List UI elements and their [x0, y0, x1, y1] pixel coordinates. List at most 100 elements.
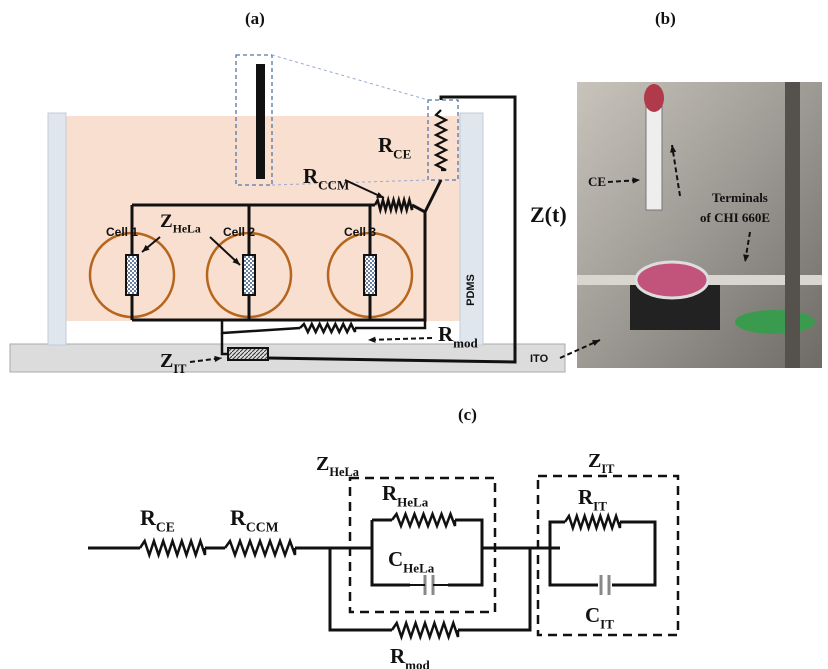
- photo-tube: [645, 99, 663, 211]
- label-sub: HeLa: [329, 465, 359, 479]
- label-main: R: [140, 505, 157, 530]
- terminals-label: of CHI 660E: [700, 210, 770, 225]
- cell-label: Cell 2: [223, 225, 255, 239]
- label-main: R: [303, 164, 319, 188]
- resistor-zoom-box: [427, 99, 459, 181]
- wire: [458, 548, 532, 632]
- label-sub: IT: [593, 498, 607, 513]
- label-sub: CCM: [246, 520, 279, 535]
- electrode: [256, 64, 265, 179]
- z-hela-box: [348, 476, 497, 614]
- label-sub: IT: [600, 616, 614, 631]
- label-sub: mod: [405, 657, 430, 669]
- cell-impedance: [242, 254, 256, 296]
- panel-caption: (c): [458, 405, 477, 424]
- label-main: Z: [160, 211, 173, 232]
- label-sub: HeLa: [173, 223, 201, 236]
- terminals-label: Terminals: [712, 190, 768, 205]
- r-ccm-label: RCCM: [230, 505, 279, 535]
- wire: [612, 520, 657, 587]
- resistor: [390, 619, 460, 641]
- it-impedance: [227, 347, 269, 361]
- label-sub: mod: [453, 335, 478, 350]
- resistor: [433, 109, 449, 172]
- z-t-label: Z(t): [530, 202, 567, 227]
- cell-label: Cell 1: [106, 225, 138, 239]
- label-main: R: [378, 133, 394, 157]
- pdms-wall: [459, 112, 484, 346]
- wire: [548, 520, 565, 548]
- arrow-head: [592, 340, 600, 346]
- label-main: Z: [160, 350, 173, 372]
- arrow-head: [232, 257, 240, 265]
- arrow-head: [214, 355, 222, 363]
- label-main: C: [388, 547, 403, 571]
- medium: [48, 116, 483, 321]
- pdms-label: PDMS: [465, 274, 477, 306]
- resistor: [138, 537, 207, 559]
- r-ce-label: RCE: [378, 133, 412, 161]
- arrow-head: [632, 177, 640, 184]
- panel-caption: (a): [245, 9, 265, 28]
- label-main: C: [585, 603, 600, 627]
- z-it-label: ZIT: [588, 450, 615, 476]
- photo-clip: [644, 84, 664, 112]
- cell-impedance: [363, 254, 377, 296]
- wire: [370, 520, 410, 587]
- label-main: R: [382, 481, 398, 505]
- wire: [220, 320, 301, 335]
- wire: [220, 333, 228, 356]
- cell-impedance: [125, 254, 139, 296]
- label-main: R: [438, 322, 454, 346]
- pdms-wall: [47, 112, 67, 346]
- ce-label: CE: [588, 174, 606, 189]
- label-sub: HeLa: [403, 560, 435, 575]
- arrow-head: [376, 192, 384, 198]
- label-sub: IT: [601, 462, 615, 476]
- panel-caption: (b): [655, 9, 676, 28]
- photo-clip: [735, 310, 815, 334]
- r-hela-label: RHeLa: [382, 481, 429, 509]
- wire: [355, 320, 427, 330]
- cell-label: Cell 3: [344, 225, 376, 239]
- r-it-label: RIT: [578, 485, 607, 513]
- electrode-zoom-box: [235, 54, 273, 186]
- label-sub: CCM: [318, 177, 349, 192]
- r-ccm-label: RCCM: [303, 164, 349, 192]
- arrow: [671, 144, 681, 197]
- resistor: [563, 511, 622, 533]
- z-it-box: [536, 474, 680, 637]
- arrow-head: [368, 336, 376, 343]
- label-sub: CE: [393, 146, 411, 161]
- wire: [548, 548, 598, 587]
- c-it-label: CIT: [585, 603, 614, 631]
- arrow: [367, 337, 433, 341]
- z-hela-label: ZHeLa: [160, 211, 201, 236]
- label-main: R: [230, 505, 247, 530]
- wire: [448, 518, 484, 587]
- wire: [267, 95, 517, 364]
- arrow-head: [743, 254, 750, 262]
- zoom-line: [271, 54, 429, 101]
- z-it-label: ZIT: [160, 350, 187, 376]
- label-main: Z: [588, 450, 601, 472]
- r-mod-label: Rmod: [390, 644, 431, 669]
- resistor: [373, 195, 414, 215]
- arrow-head: [142, 244, 150, 252]
- photo-dish: [634, 260, 710, 300]
- z-hela-label: ZHeLa: [316, 453, 359, 479]
- wire: [411, 179, 443, 215]
- photo-stand: [785, 82, 800, 368]
- label-main: Z: [316, 453, 329, 475]
- label-sub: IT: [173, 362, 187, 376]
- wire: [328, 548, 392, 632]
- label-main: R: [578, 485, 594, 509]
- c-hela-label: CHeLa: [388, 547, 435, 575]
- ito-label: ITO: [530, 353, 549, 365]
- arrow-head: [670, 145, 677, 153]
- resistor: [223, 537, 297, 559]
- r-ce-label: RCE: [140, 505, 175, 535]
- label-sub: CE: [156, 520, 175, 535]
- label-sub: HeLa: [397, 494, 429, 509]
